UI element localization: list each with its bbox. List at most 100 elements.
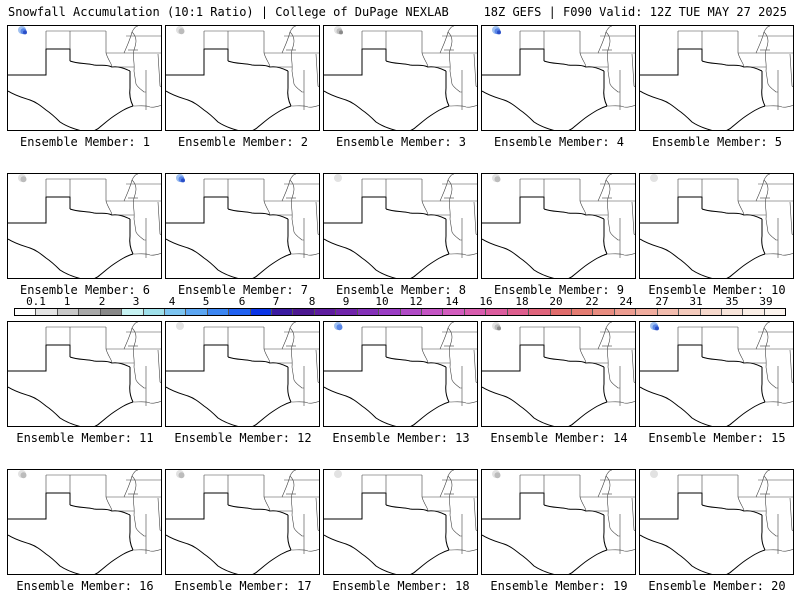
map-boundary-line — [45, 178, 106, 197]
colorbar-tick-label: 2 — [98, 295, 106, 308]
map-boundary-line — [580, 470, 613, 498]
map-boundary-line — [421, 31, 429, 68]
map-boundary-line — [449, 366, 462, 389]
map-boundary-line — [315, 349, 319, 384]
map-boundary-line — [726, 253, 766, 278]
ensemble-member-label: Ensemble Member: 5 — [651, 135, 783, 149]
map-boundary-line — [385, 504, 447, 516]
colorbar-tick-label: 16 — [479, 295, 493, 308]
map-boundary-line — [677, 30, 738, 49]
map-boundary-line — [738, 174, 771, 202]
map-boundary-line — [761, 367, 766, 403]
map-boundary-line — [677, 326, 738, 345]
colorbar-tick-label: 22 — [585, 295, 599, 308]
ensemble-member-map — [7, 173, 162, 279]
map-boundary-line — [445, 71, 450, 107]
map-boundary-line — [607, 70, 620, 93]
map-boundary-line — [482, 238, 555, 278]
map-boundary-line — [764, 253, 793, 256]
ensemble-member-label: Ensemble Member: 6 — [19, 283, 151, 297]
map-boundary-line — [422, 322, 455, 350]
ensemble-member-label: Ensemble Member: 2 — [177, 135, 309, 149]
snowfall-patch — [181, 178, 185, 183]
ensemble-member-map — [323, 321, 478, 427]
map-boundary-line — [726, 549, 766, 574]
map-boundary-line — [106, 174, 139, 202]
ensemble-member-label: Ensemble Member: 20 — [648, 579, 786, 593]
map-boundary-line — [8, 386, 81, 426]
map-boundary-line — [105, 31, 113, 68]
map-boundary-line — [761, 71, 766, 107]
map-boundary-line — [640, 492, 703, 520]
map-boundary-line — [131, 31, 137, 72]
map-boundary-line — [8, 48, 71, 76]
map-boundary-line — [324, 238, 397, 278]
map-boundary-line — [605, 179, 611, 220]
map-boundary-line — [290, 253, 319, 256]
map-canvas — [8, 26, 161, 130]
colorbar-swatch — [186, 309, 208, 315]
map-boundary-line — [361, 30, 422, 49]
map-boundary-line — [579, 327, 587, 364]
ensemble-member-label: Ensemble Member: 18 — [332, 579, 470, 593]
map-boundary-line — [315, 497, 319, 532]
map-boundary-line — [473, 53, 477, 88]
map-boundary-line — [449, 218, 462, 241]
map-boundary-line — [448, 105, 477, 108]
map-boundary-line — [324, 386, 397, 426]
map-boundary-line — [568, 549, 608, 574]
map-boundary-line — [252, 401, 292, 426]
colorbar-swatch — [486, 309, 508, 315]
colorbar-swatch — [293, 309, 315, 315]
map-canvas — [8, 470, 161, 574]
ensemble-member-map — [323, 173, 478, 279]
map-boundary-line — [580, 174, 613, 202]
map-boundary-line — [640, 196, 703, 224]
map-boundary-line — [605, 475, 611, 516]
snowfall-patch — [178, 472, 185, 479]
map-boundary-line — [105, 327, 113, 364]
map-boundary-line — [263, 475, 271, 512]
map-boundary-line — [264, 26, 297, 54]
map-boundary-line — [166, 386, 239, 426]
colorbar-tick-label: 27 — [655, 295, 669, 308]
map-boundary-line — [157, 497, 161, 532]
map-boundary-line — [631, 349, 635, 384]
colorbar-tick-label: 1 — [63, 295, 71, 308]
map-boundary-line — [519, 178, 580, 197]
map-boundary-line — [129, 367, 134, 403]
map-boundary-line — [765, 218, 778, 241]
map-boundary-line — [106, 470, 139, 498]
colorbar-swatch — [593, 309, 615, 315]
colorbar-swatch — [379, 309, 401, 315]
colorbar-swatch — [764, 309, 786, 315]
map-canvas — [324, 174, 477, 278]
snowfall-patch — [339, 30, 343, 35]
map-boundary-line — [290, 401, 319, 404]
map-boundary-line — [106, 26, 139, 54]
map-boundary-line — [422, 174, 455, 202]
map-boundary-line — [289, 327, 295, 368]
map-boundary-line — [131, 327, 137, 368]
colorbar-swatch — [721, 309, 744, 315]
map-boundary-line — [287, 71, 292, 107]
map-boundary-line — [640, 386, 713, 426]
snowfall-patch — [176, 322, 184, 330]
map-boundary-line — [410, 105, 450, 130]
colorbar-swatch — [550, 309, 572, 315]
map-boundary-line — [519, 326, 580, 345]
map-boundary-line — [519, 30, 580, 49]
map-boundary-line — [227, 60, 289, 72]
map-boundary-line — [473, 201, 477, 236]
map-boundary-line — [422, 470, 455, 498]
map-boundary-line — [324, 534, 397, 574]
map-boundary-line — [726, 105, 766, 130]
map-boundary-line — [8, 344, 71, 372]
map-boundary-line — [132, 253, 161, 256]
map-boundary-line — [482, 90, 555, 130]
map-boundary-line — [738, 322, 771, 350]
map-boundary-line — [132, 401, 161, 404]
colorbar-swatch — [36, 309, 58, 315]
snowfall-patch — [494, 472, 501, 479]
map-boundary-line — [447, 475, 453, 516]
